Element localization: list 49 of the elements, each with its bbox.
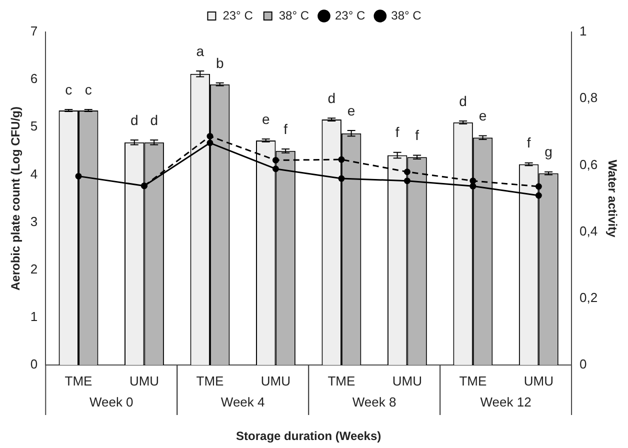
- legend-label: 23° C: [222, 8, 254, 22]
- text: Week 0: [89, 394, 134, 410]
- data-label: c: [84, 81, 92, 98]
- y-tick-label: 3: [30, 214, 38, 229]
- text: Week 8: [352, 394, 396, 410]
- y-tick-label: 7: [30, 24, 38, 39]
- data-label: d: [150, 112, 158, 128]
- y-tick-label: 4: [30, 166, 38, 182]
- y-tick-label: 5: [30, 118, 38, 134]
- data-label: b: [216, 54, 224, 71]
- y-axis-title: Aerobic plate count (Log CFU/g): [8, 106, 23, 290]
- x-tick-label: TME: [196, 373, 224, 388]
- y2-axis-title: Water activity: [605, 160, 620, 238]
- text: Week 12: [480, 394, 532, 410]
- x-tick-label: UMU: [129, 373, 160, 388]
- x-tick-label: TME: [64, 373, 93, 388]
- y2-tick-label: 1: [580, 24, 587, 39]
- data-label: e: [478, 108, 487, 124]
- y2-tick-label: 0,6: [580, 156, 598, 172]
- x-tick-label: TME: [328, 373, 356, 388]
- legend-label: 23° C: [335, 8, 366, 22]
- y2-tick-label: 0,8: [580, 90, 598, 106]
- legend-label: 38° C: [278, 8, 310, 22]
- x-tick-label: UMU: [524, 373, 554, 388]
- y-tick-label: 1: [30, 309, 38, 324]
- y2-tick-label: 0,4: [580, 223, 598, 238]
- data-label: g: [544, 144, 552, 160]
- data-label: f: [526, 134, 531, 151]
- data-label: c: [65, 81, 72, 98]
- y-tick-label: 0: [30, 356, 38, 372]
- data-label: e: [347, 102, 356, 118]
- x-tick-label: UMU: [260, 373, 291, 388]
- x-tick-label: TME: [459, 373, 487, 388]
- data-label: f: [284, 120, 288, 137]
- legend-label: 38° C: [391, 8, 422, 22]
- data-label: d: [328, 90, 336, 106]
- data-label: d: [459, 92, 467, 109]
- y2-tick-label: 0,2: [580, 290, 598, 305]
- data-label: f: [415, 127, 420, 144]
- y2-tick-label: 0: [580, 356, 587, 372]
- x-tick-label: UMU: [392, 373, 422, 388]
- data-label: e: [262, 110, 270, 127]
- text: Week 4: [220, 394, 265, 410]
- data-label: f: [395, 124, 400, 140]
- y-tick-label: 6: [30, 71, 38, 86]
- data-label: d: [130, 112, 138, 128]
- x-axis-title: Storage duration (Weeks): [236, 429, 382, 444]
- y-tick-label: 2: [30, 261, 38, 276]
- data-label: a: [196, 42, 204, 59]
